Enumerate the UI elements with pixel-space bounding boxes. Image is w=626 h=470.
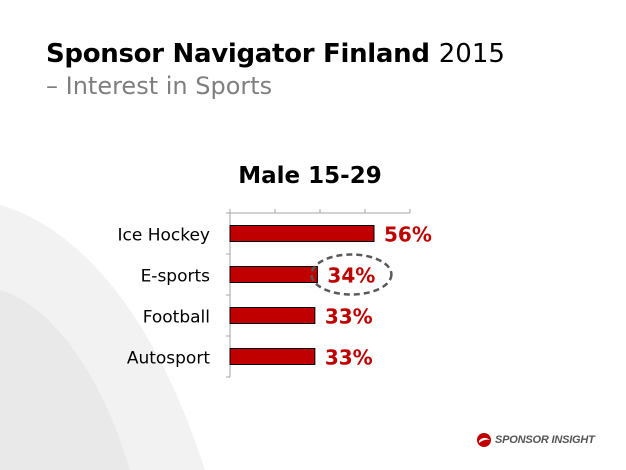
- sponsor-insight-logo: SPONSOR INSIGHT: [476, 432, 595, 448]
- page-subtitle: – Interest in Sports: [46, 72, 273, 100]
- page-title: Sponsor Navigator Finland 2015: [46, 38, 505, 70]
- chart-title: Male 15-29: [238, 163, 382, 189]
- page-title-main: Sponsor Navigator Finland: [46, 39, 430, 69]
- logo-text: SPONSOR INSIGHT: [495, 434, 595, 446]
- value-label: 33%: [325, 346, 373, 370]
- logo-mark-icon: [477, 433, 491, 447]
- bar: [229, 307, 316, 324]
- bar: [229, 348, 316, 365]
- value-label: 33%: [325, 305, 373, 329]
- value-label: 56%: [384, 223, 432, 247]
- bar: [229, 225, 375, 242]
- category-label: Autosport: [127, 349, 211, 369]
- bar: [229, 266, 318, 283]
- category-label: Ice Hockey: [117, 226, 210, 246]
- page-title-year: 2015: [438, 39, 505, 69]
- highlight-ellipse: [310, 253, 393, 296]
- category-label: Football: [143, 308, 210, 328]
- category-label: E-sports: [141, 267, 211, 287]
- value-label: 34%: [327, 264, 375, 288]
